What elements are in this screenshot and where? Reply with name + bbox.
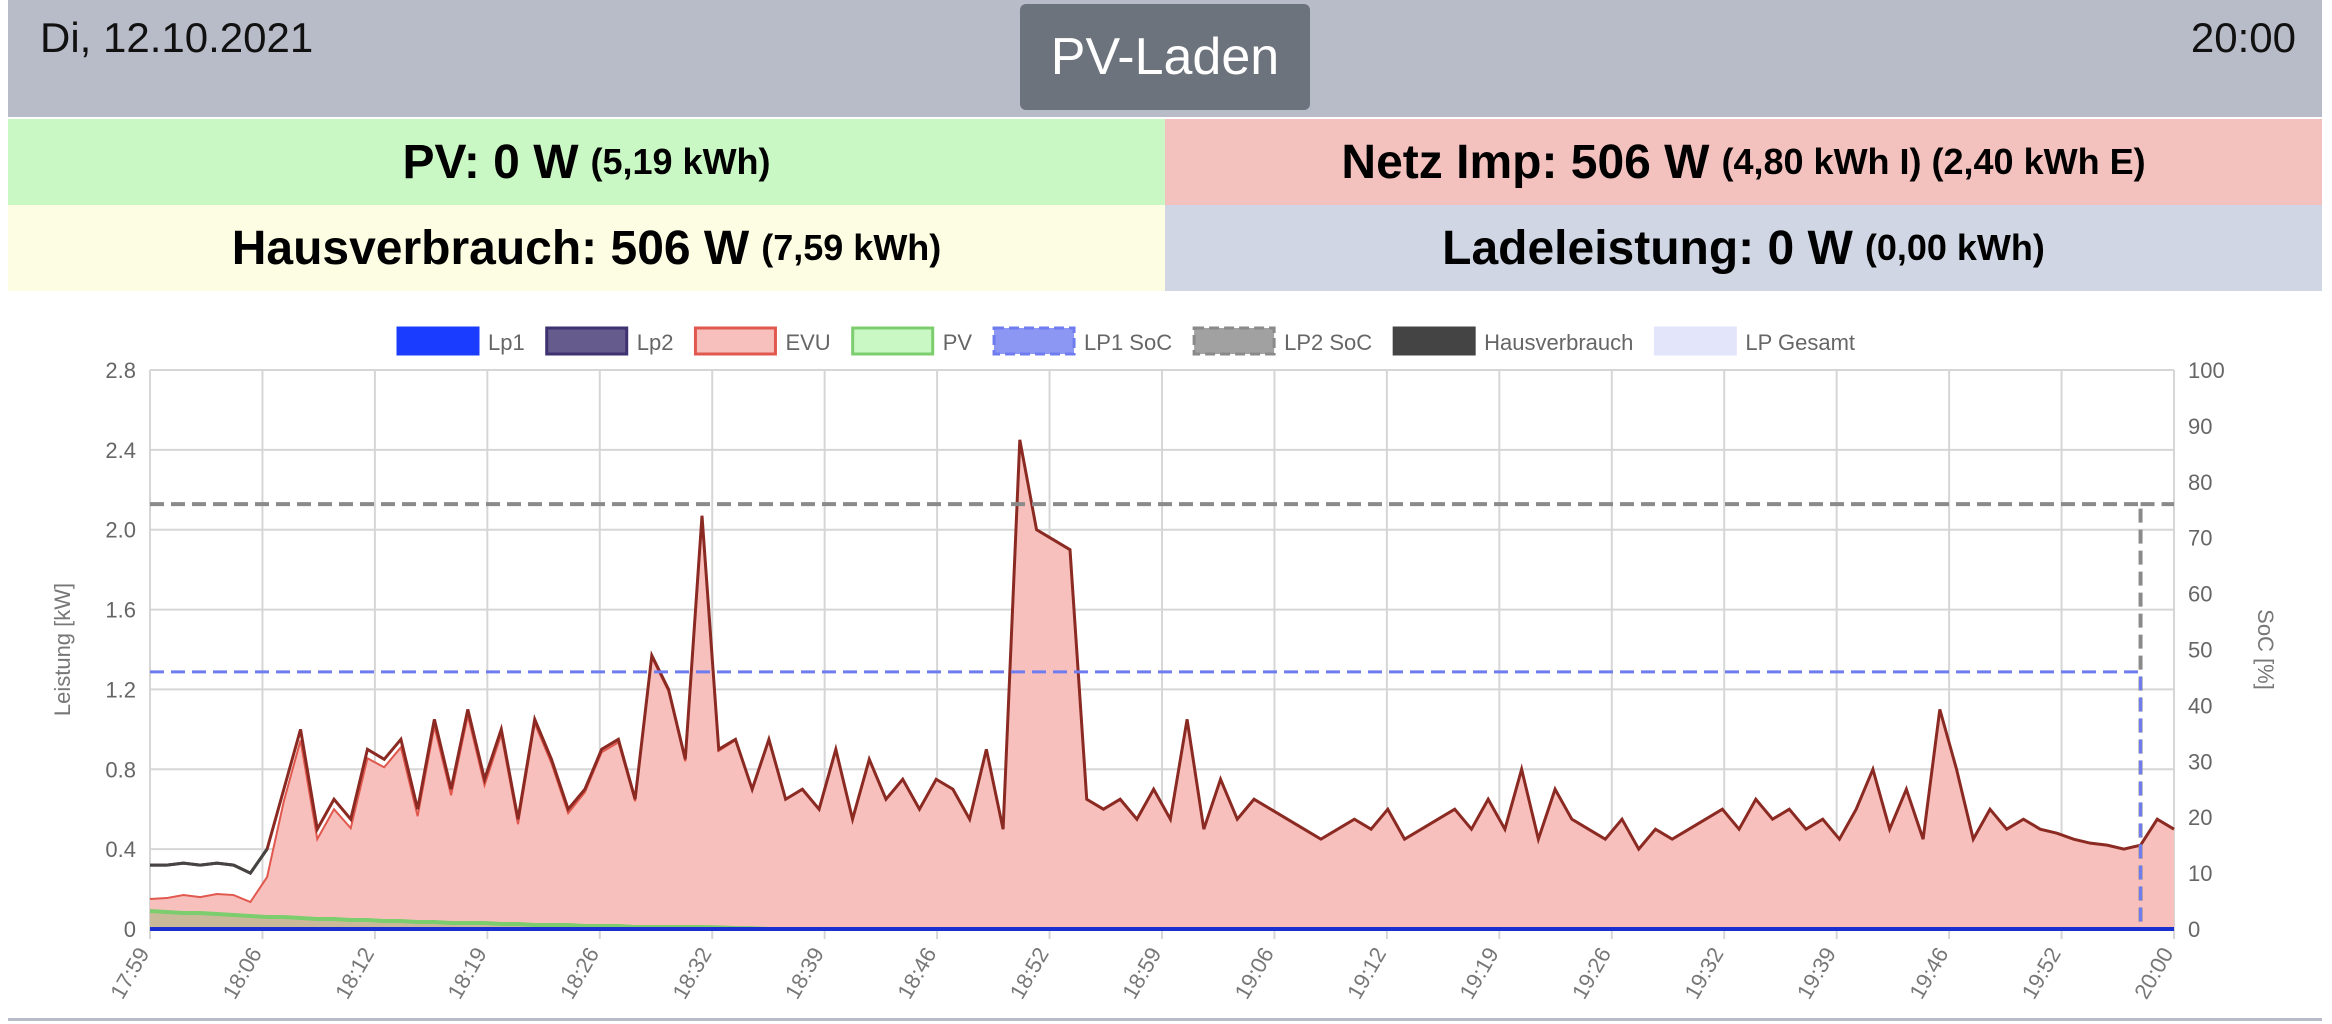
y-tick-label: 0	[124, 917, 136, 942]
y-tick-label: 2.8	[105, 358, 136, 383]
y2-tick-label: 100	[2188, 358, 2225, 383]
y-tick-label: 2.4	[105, 438, 136, 463]
legend-label: LP1 SoC	[1084, 330, 1172, 355]
y-axis-title: Leistung [kW]	[50, 583, 75, 716]
legend-swatch-2	[693, 326, 777, 356]
evu-area	[150, 439, 2174, 929]
house-tile: Hausverbrauch: 506 W (7,59 kWh)	[8, 205, 1165, 291]
grid-power: Netz Imp: 506 W	[1341, 135, 1710, 189]
x-tick-label: 18:32	[667, 943, 716, 1003]
x-tick-label: 18:19	[442, 943, 491, 1003]
x-tick-label: 19:19	[1454, 943, 1503, 1003]
date-label: Di, 12.10.2021	[40, 14, 314, 61]
x-tick-label: 19:39	[1792, 943, 1841, 1003]
y2-tick-label: 90	[2188, 414, 2212, 439]
x-tick-label: 19:06	[1230, 943, 1279, 1003]
y2-tick-label: 20	[2188, 805, 2212, 830]
divider	[8, 1018, 2322, 1021]
pv-energy: (5,19 kWh)	[590, 141, 771, 182]
x-tick-label: 18:59	[1117, 943, 1166, 1003]
x-tick-label: 18:52	[1005, 943, 1054, 1003]
x-tick-label: 19:46	[1904, 943, 1953, 1003]
x-tick-label: 19:52	[2017, 943, 2066, 1003]
grid-tile: Netz Imp: 506 W (4,80 kWh I) (2,40 kWh E)	[1165, 119, 2322, 205]
legend-label: EVU	[785, 330, 830, 355]
y2-tick-label: 30	[2188, 749, 2212, 774]
x-tick-label: 19:12	[1342, 943, 1391, 1003]
legend-label: LP2 SoC	[1284, 330, 1372, 355]
lp1-soc-line	[150, 670, 2143, 929]
x-tick-label: 19:26	[1567, 943, 1616, 1003]
x-tick-label: 17:59	[105, 943, 154, 1003]
grid-energy: (4,80 kWh I) (2,40 kWh E)	[1721, 141, 2146, 182]
pv-power: PV: 0 W	[402, 135, 579, 189]
legend-swatch-3	[851, 326, 935, 356]
y2-tick-label: 70	[2188, 526, 2212, 551]
y2-tick-label: 40	[2188, 693, 2212, 718]
hausverbrauch-line	[150, 439, 2175, 876]
legend-swatch-7	[1653, 326, 1737, 356]
pv-tile: PV: 0 W (5,19 kWh)	[8, 119, 1165, 205]
charge-power: Ladeleistung: 0 W	[1442, 221, 1853, 275]
legend-swatch-0	[396, 326, 480, 356]
legend-swatch-4	[992, 326, 1076, 356]
legend-swatch-1	[545, 326, 629, 356]
y2-tick-label: 50	[2188, 638, 2212, 663]
house-energy: (7,59 kWh)	[761, 227, 942, 268]
charge-mode-button[interactable]: PV-Laden	[1020, 4, 1310, 110]
y2-axis-title: SoC [%]	[2253, 609, 2278, 690]
hausverbrauch-line-start	[150, 848, 269, 876]
x-tick-label: 19:32	[1679, 943, 1728, 1003]
y2-tick-label: 10	[2188, 861, 2212, 886]
legend-label: Lp1	[488, 330, 525, 355]
pv-area	[150, 911, 769, 929]
time-label: 20:00	[2190, 14, 2296, 61]
y2-tick-label: 80	[2188, 470, 2212, 495]
x-tick-label: 20:00	[2129, 943, 2178, 1003]
legend-label: LP Gesamt	[1745, 330, 1855, 355]
charge-energy: (0,00 kWh)	[1864, 227, 2045, 268]
legend-label: PV	[943, 330, 973, 355]
legend-swatch-5	[1192, 326, 1276, 356]
x-tick-label: 18:06	[218, 943, 267, 1003]
charge-tile: Ladeleistung: 0 W (0,00 kWh)	[1165, 205, 2322, 291]
x-tick-label: 18:26	[555, 943, 604, 1003]
y-tick-label: 1.6	[105, 598, 136, 623]
legend-label: Lp2	[637, 330, 674, 355]
y-tick-label: 0.4	[105, 837, 136, 862]
x-tick-label: 18:46	[892, 943, 941, 1003]
y2-tick-label: 0	[2188, 917, 2200, 942]
power-chart: Lp1 Lp2 EVU PV LP1 SoC LP2 SoC Hausverbrauch LP…	[50, 326, 2278, 1003]
house-power: Hausverbrauch: 506 W	[231, 221, 750, 275]
y-tick-label: 0.8	[105, 757, 136, 782]
legend-label: Hausverbrauch	[1484, 330, 1633, 355]
x-tick-label: 18:39	[780, 943, 829, 1003]
x-tick-label: 18:12	[330, 943, 379, 1003]
y-tick-label: 2.0	[105, 518, 136, 543]
y-tick-label: 1.2	[105, 677, 136, 702]
y2-tick-label: 60	[2188, 582, 2212, 607]
legend-swatch-6	[1392, 326, 1476, 356]
header-bar: Di, 12.10.2021 PV-Laden 20:00	[8, 0, 2322, 117]
